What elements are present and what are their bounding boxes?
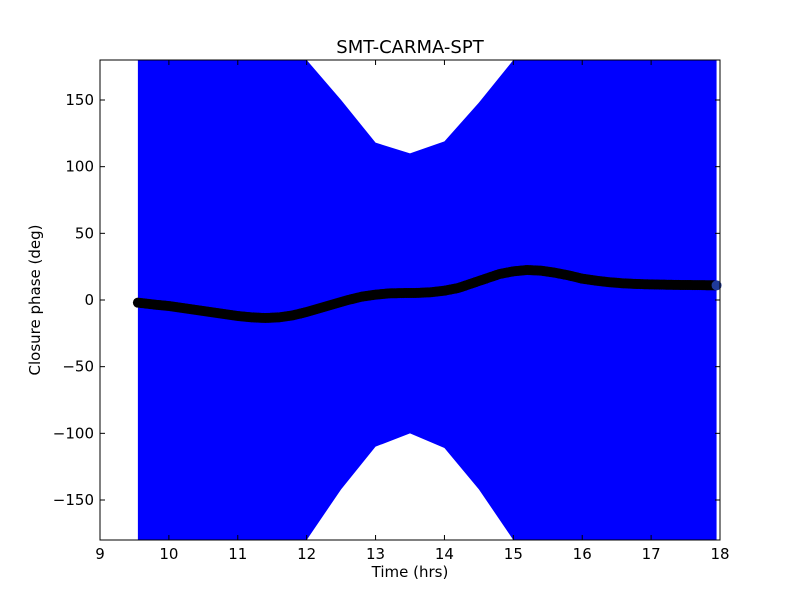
x-tick-label: 9 [95, 545, 105, 563]
y-tick-label: −100 [53, 424, 94, 442]
y-ticks: −150 −100 −50 0 50 100 150 [53, 91, 720, 509]
points-layer [132, 265, 722, 323]
y-tick-label: −150 [53, 491, 94, 509]
x-tick-label: 12 [297, 545, 316, 563]
y-axis-label: Closure phase (deg) [26, 225, 44, 376]
y-tick-label: 100 [65, 158, 94, 176]
x-tick-label: 15 [504, 545, 523, 563]
x-axis-label: Time (hrs) [371, 563, 449, 581]
y-tick-label: 0 [84, 291, 94, 309]
error-band-layer [137, 60, 717, 540]
chart-title: SMT-CARMA-SPT [336, 37, 484, 58]
x-tick-label: 17 [642, 545, 661, 563]
y-tick-label: 50 [75, 224, 94, 242]
x-tick-label: 10 [159, 545, 178, 563]
y-tick-label: −50 [62, 358, 94, 376]
x-tick-label: 14 [435, 545, 454, 563]
x-tick-label: 13 [366, 545, 385, 563]
x-ticks: 9 10 11 12 13 14 15 16 17 18 [95, 60, 730, 563]
y-tick-label: 150 [65, 91, 94, 109]
x-tick-label: 16 [573, 545, 592, 563]
error-band [137, 60, 717, 540]
x-tick-label: 18 [710, 545, 729, 563]
x-tick-label: 11 [228, 545, 247, 563]
data-point [711, 280, 722, 291]
